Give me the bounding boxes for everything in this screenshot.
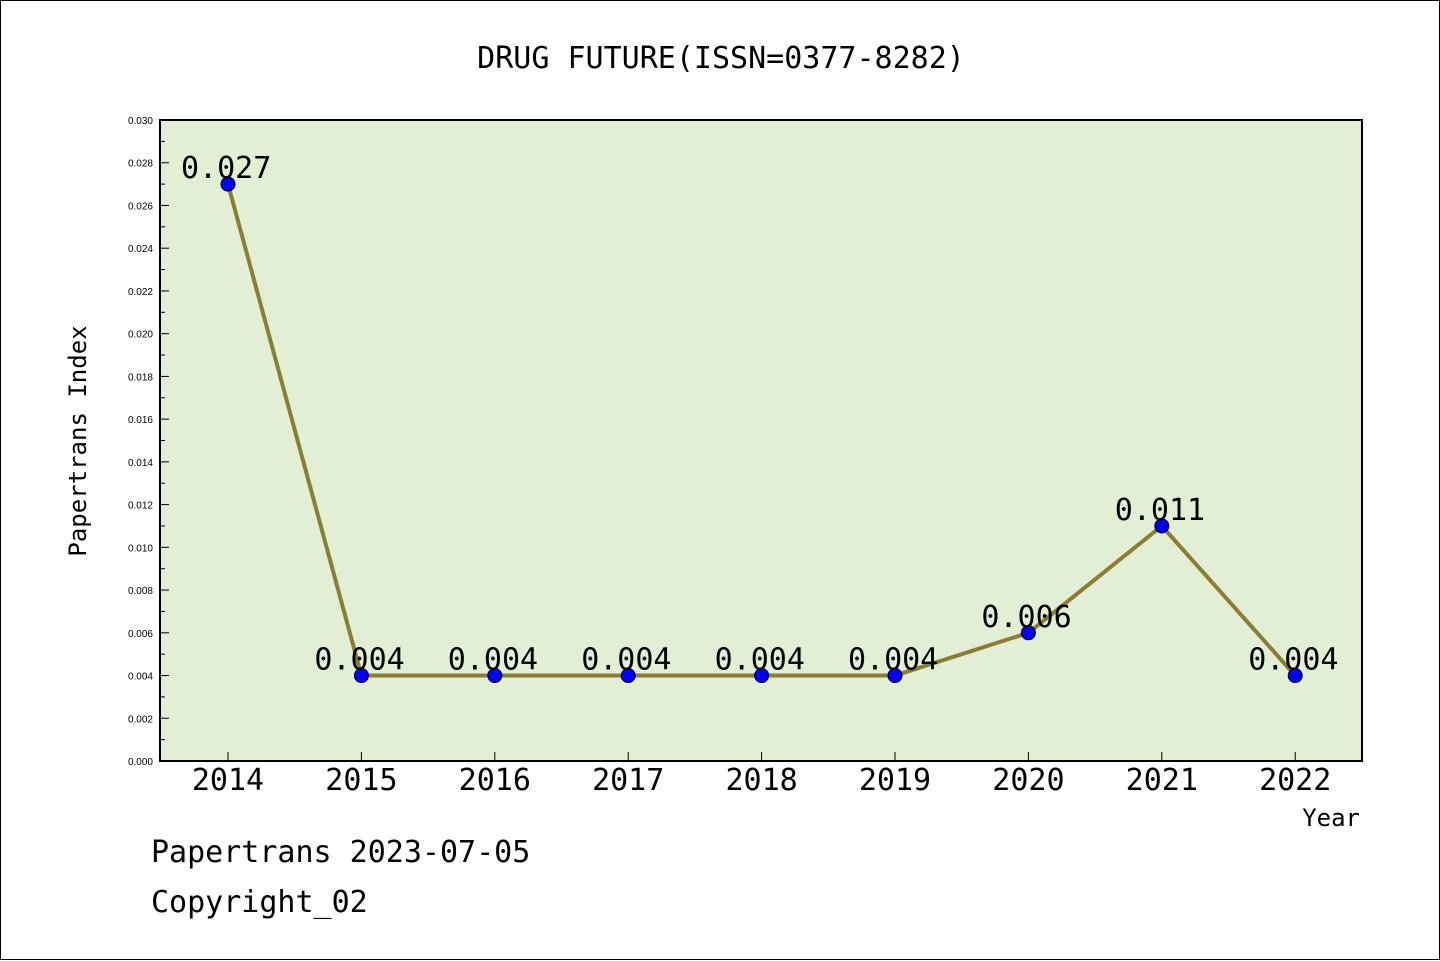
x-tick-label: 2016 (459, 763, 531, 798)
y-tick-label: 0.010 (128, 543, 153, 554)
y-tick-label: 0.006 (128, 629, 153, 640)
x-tick-label: 2019 (859, 763, 931, 798)
y-tick-label: 0.014 (128, 458, 153, 469)
data-label: 0.006 (981, 600, 1071, 635)
data-point (620, 668, 636, 684)
data-label: 0.011 (1115, 493, 1205, 528)
y-tick-label: 0.002 (128, 714, 153, 725)
data-label: 0.004 (848, 643, 938, 678)
data-label: 0.004 (715, 643, 805, 678)
y-axis-label: Papertrans Index (64, 325, 92, 556)
x-tick-label: 2017 (592, 763, 664, 798)
data-point (1020, 625, 1036, 641)
data-label: 0.004 (314, 643, 404, 678)
y-tick-label: 0.012 (128, 501, 153, 512)
y-tick-label: 0.000 (128, 757, 153, 768)
data-point (220, 176, 236, 192)
footer-date: Papertrans 2023-07-05 (151, 835, 531, 870)
data-label: 0.004 (1248, 643, 1338, 678)
y-tick-label: 0.028 (128, 159, 153, 170)
chart-title: DRUG FUTURE(ISSN=0377-8282) (477, 41, 965, 76)
plot-area (159, 119, 1363, 762)
y-tick-label: 0.008 (128, 586, 153, 597)
x-axis: 2014 2015 2016 2017 2018 2019 2020 2021 2022 (192, 752, 1331, 798)
x-tick-label: 2021 (1126, 763, 1198, 798)
y-tick-label: 0.004 (128, 672, 153, 683)
y-tick-label: 0.022 (128, 287, 153, 298)
footer-copyright: Copyright_02 (151, 885, 368, 920)
data-label: 0.027 (181, 151, 271, 186)
data-label: 0.004 (448, 643, 538, 678)
x-tick-label: 2022 (1259, 763, 1331, 798)
y-tick-label: 0.020 (128, 330, 153, 341)
x-tick-label: 2018 (725, 763, 797, 798)
y-tick-label: 0.018 (128, 372, 153, 383)
data-point (487, 668, 503, 684)
y-tick-label: 0.024 (128, 244, 153, 255)
y-tick-label: 0.026 (128, 201, 153, 212)
series (220, 176, 1303, 684)
data-point (1154, 518, 1170, 534)
data-point (353, 668, 369, 684)
x-tick-label: 2015 (325, 763, 397, 798)
x-axis-label: Year (1302, 804, 1360, 832)
x-tick-label: 2014 (192, 763, 264, 798)
data-labels: 0.027 0.004 0.004 0.004 0.004 0.004 0.006 0.011… (181, 151, 1339, 677)
x-tick-label: 2020 (992, 763, 1064, 798)
y-tick-label: 0.016 (128, 415, 153, 426)
data-point (1287, 668, 1303, 684)
data-point (887, 668, 903, 684)
y-tick-label: 0.030 (128, 116, 153, 127)
data-point (754, 668, 770, 684)
data-label: 0.004 (581, 643, 671, 678)
y-axis: 0.000 0.002 0.004 0.006 0.008 0.010 0.012 0.014… (128, 116, 169, 768)
